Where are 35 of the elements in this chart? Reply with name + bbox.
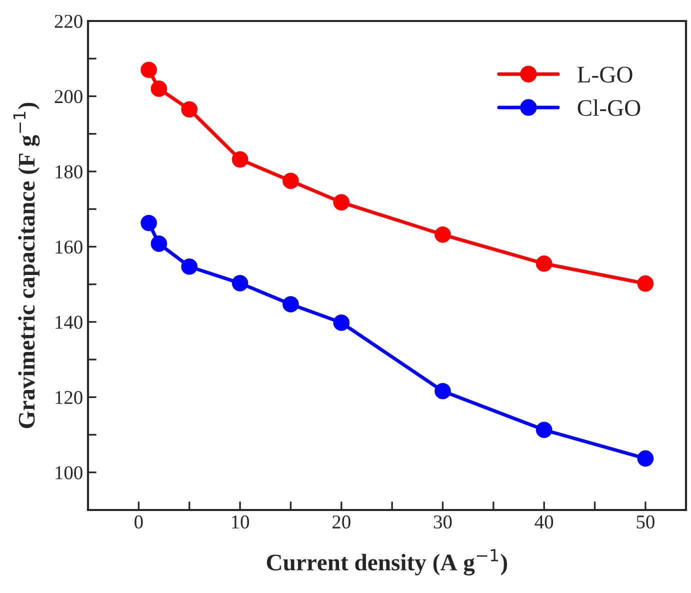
point — [232, 151, 248, 168]
point — [181, 101, 198, 118]
point — [333, 314, 350, 331]
x-tick-label: 10 — [232, 515, 250, 529]
y-tick-label: 220 — [54, 14, 82, 28]
y-tick-label: 140 — [56, 316, 82, 329]
y-axis-title: Gravimetric capacitance (F g$^{−1}$) — [13, 102, 40, 428]
point — [536, 422, 552, 438]
point — [140, 62, 157, 78]
y-tick-label: 120 — [56, 390, 82, 404]
y-tick-label: 160 — [56, 240, 82, 254]
point — [536, 255, 552, 272]
x-tick-label: 50 — [636, 515, 654, 529]
legend-label: L-GO — [578, 66, 632, 83]
point — [434, 382, 451, 400]
x-axis-title: Current density (A g$^{−1}$) — [266, 549, 508, 576]
y-tick-label: 200 — [54, 90, 82, 104]
point — [637, 275, 654, 292]
point — [140, 214, 157, 232]
point — [232, 275, 248, 292]
point — [150, 236, 168, 252]
y-tick-label: 180 — [56, 165, 82, 178]
point — [282, 172, 299, 190]
x-tick-label: 0 — [134, 515, 143, 529]
point — [282, 296, 299, 312]
point — [333, 194, 350, 210]
point — [181, 258, 198, 275]
point — [434, 226, 451, 243]
legend-label: Cl-GO — [578, 99, 640, 116]
point — [637, 450, 654, 467]
y-tick-label: 100 — [56, 466, 82, 480]
x-tick-label: 30 — [434, 515, 452, 529]
x-tick-label: 20 — [332, 515, 350, 529]
x-tick-label: 40 — [534, 515, 554, 529]
point — [150, 80, 168, 97]
